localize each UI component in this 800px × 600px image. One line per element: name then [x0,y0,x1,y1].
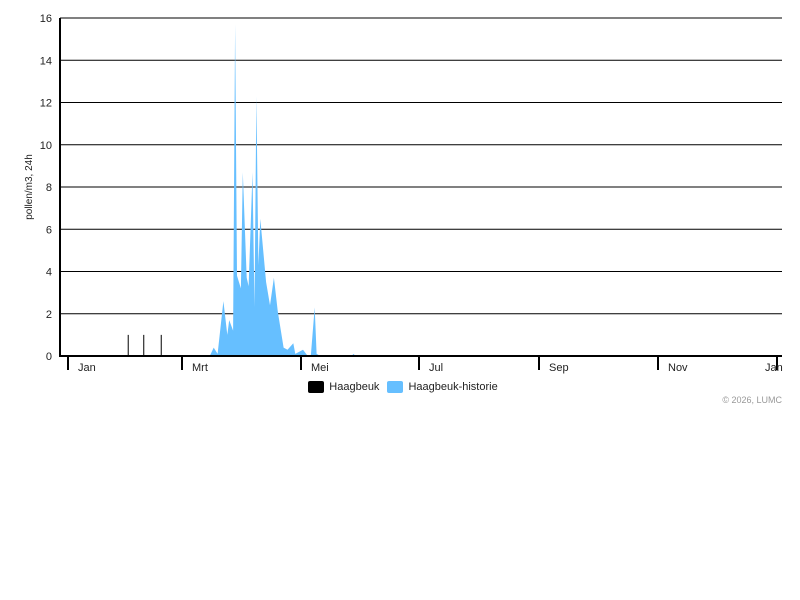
x-tick-label: Jan [765,362,783,374]
x-tick-label: Jan [78,362,96,374]
area-haagbeuk-historie [209,24,356,357]
x-tick-label: Mei [311,362,329,374]
y-tick-label: 14 [40,55,52,67]
y-tick-label: 6 [46,224,52,236]
legend-item-haagbeuk[interactable]: Haagbeuk [308,381,379,393]
legend-swatch [308,381,325,393]
x-tick-label: Jul [429,362,443,374]
legend-item-haagbeuk-historie[interactable]: Haagbeuk-historie [387,381,498,393]
y-tick-label: 2 [46,309,52,321]
x-tick-label: Mrt [192,362,208,374]
y-tick-label: 0 [46,351,52,363]
x-tick-label: Sep [549,362,569,374]
y-tick-label: 4 [46,267,52,279]
y-axis-label: pollen/m3, 24h [24,154,35,220]
x-tick-label: Nov [668,362,688,374]
copyright: © 2026, LUMC [722,395,782,405]
pollen-chart: 0 2 4 6 8 10 12 14 16 Jan Mrt Mei Jul Sep Nov Jan polle… [24,13,783,374]
y-tick-label: 10 [40,140,52,152]
y-tick-label: 12 [40,98,52,110]
y-tick-label: 16 [40,13,52,25]
legend-label: Haagbeuk-historie [408,381,498,393]
y-tick-label: 8 [46,182,52,194]
legend-swatch [387,381,404,393]
legend-label: Haagbeuk [329,381,380,393]
legend: Haagbeuk Haagbeuk-historie [0,381,800,393]
